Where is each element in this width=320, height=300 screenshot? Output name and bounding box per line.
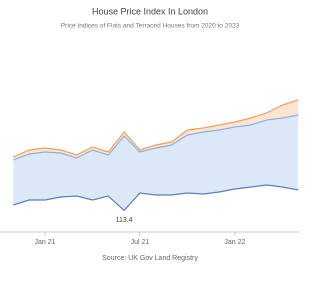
x-tick-label: Jan 22 (224, 239, 245, 246)
series-line (13, 114, 299, 161)
series-line (13, 184, 299, 212)
series-line (13, 99, 299, 158)
x-tick-label: Jul 21 (131, 239, 150, 246)
chart-subtitle: Price Indices of Flats and Terraced Hous… (61, 23, 240, 30)
chart-title: House Price Index In London (92, 6, 208, 16)
x-tick-label: Jan 21 (34, 239, 55, 246)
data-label: 113.4 (116, 217, 133, 224)
source: Source: UK Gov Land Registry (102, 255, 198, 262)
area-band (13, 115, 299, 211)
chart: House Price Index In London Price Indice… (0, 6, 300, 262)
